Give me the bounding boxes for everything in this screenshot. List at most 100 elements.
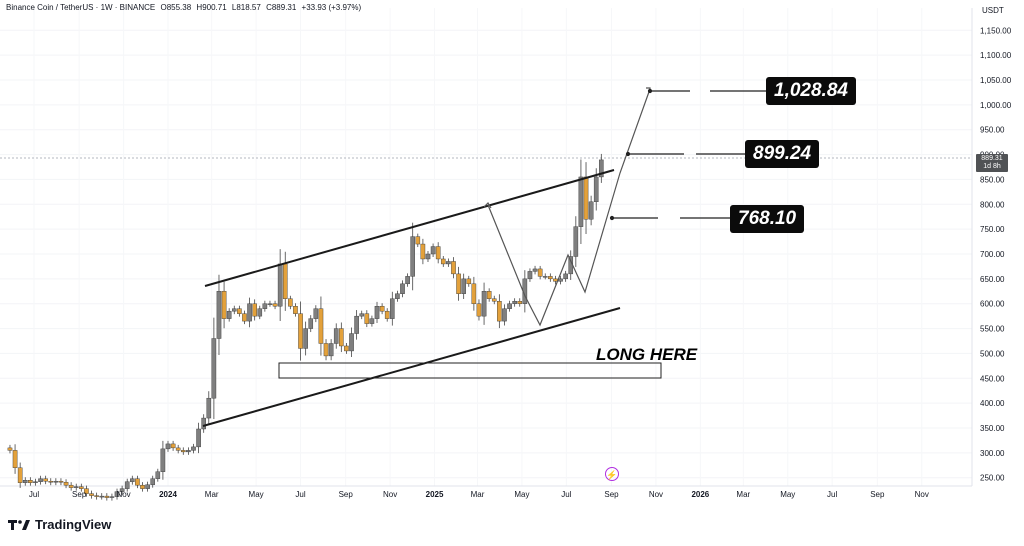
x-tick-label: May (249, 490, 264, 499)
candle-body (583, 176, 589, 220)
y-tick-label: 650.00 (980, 275, 1005, 284)
y-axis-unit[interactable]: USDT (982, 6, 1004, 15)
x-tick-label: Jul (561, 490, 571, 499)
candle-body (374, 305, 380, 319)
candle-body (349, 333, 354, 352)
candle-body (593, 176, 599, 203)
candle-body (542, 276, 548, 278)
candle-body (22, 479, 28, 483)
candle-body (456, 273, 461, 294)
y-tick-label: 800.00 (980, 200, 1005, 209)
candle-body (553, 278, 558, 282)
x-tick-label: Mar (736, 490, 750, 499)
candle-body (201, 417, 206, 430)
candle-body (84, 488, 89, 494)
ohlc-open: O855.38 (160, 3, 192, 12)
candle-body (491, 298, 497, 302)
x-tick-label: Jul (29, 490, 39, 499)
candle-body (384, 310, 390, 319)
candle-body (145, 484, 150, 489)
candle-body (63, 481, 69, 486)
candle-body (94, 495, 99, 497)
channel-upper-line (204, 169, 615, 287)
projection-path (483, 87, 651, 327)
candle-body (339, 328, 344, 347)
candle-body (486, 291, 492, 299)
target-dot-mid (625, 151, 631, 157)
candle-body (364, 313, 370, 324)
candle-body (257, 308, 263, 317)
candle-body (216, 291, 222, 339)
candle-body (196, 428, 201, 448)
candle-body (446, 261, 451, 265)
x-tick-label: Sep (604, 490, 619, 499)
candle-body (242, 313, 247, 322)
candle-body (231, 308, 237, 312)
candle-body (420, 243, 426, 260)
candle-body (282, 263, 288, 299)
candle-body (48, 480, 54, 483)
candle-body (328, 343, 334, 357)
last-price-value: 889.31 (981, 155, 1003, 162)
y-tick-label: 700.00 (980, 250, 1005, 259)
symbol-title[interactable]: Binance Coin / TetherUS · 1W · BINANCE (6, 3, 156, 12)
tradingview-brand[interactable]: TradingView (8, 517, 111, 532)
long-zone-box (278, 362, 662, 379)
ascending-channel (202, 169, 621, 427)
candle-body (33, 481, 38, 483)
candle-body (79, 486, 84, 489)
x-tick-label: Sep (339, 490, 354, 499)
target-label-high[interactable]: 1,028.84 (766, 77, 856, 105)
candle-body (160, 448, 166, 472)
x-tick-label: Mar (205, 490, 219, 499)
x-axis: Jul Sep Nov 2024 Mar May Jul Sep Nov 2025 Mar May Ju… (29, 490, 929, 499)
candle-body (247, 303, 252, 322)
x-tick-label: Mar (471, 490, 485, 499)
y-tick-label: 300.00 (980, 449, 1005, 458)
candle-body (369, 318, 375, 324)
x-tick-label: Jul (295, 490, 305, 499)
y-tick-label: 350.00 (980, 424, 1005, 433)
x-tick-label: 2024 (159, 490, 177, 499)
candle-body (38, 478, 43, 482)
x-tick-label: May (780, 490, 795, 499)
candle-body (318, 308, 324, 344)
x-tick-label: Nov (649, 490, 663, 499)
candle-body (109, 496, 115, 498)
candle-body (293, 305, 298, 314)
x-tick-label: Nov (383, 490, 397, 499)
candle-body (89, 493, 94, 496)
x-tick-label: Nov (116, 490, 130, 499)
candle-body (277, 263, 283, 307)
candle-body (272, 303, 278, 307)
y-tick-label: 500.00 (980, 349, 1005, 358)
long-here-label[interactable]: LONG HERE (596, 345, 698, 364)
candle-body (440, 258, 446, 265)
candle-body (298, 313, 303, 349)
lightning-icon[interactable]: ⚡ (605, 467, 619, 481)
candle-body (313, 308, 319, 319)
y-tick-label: 400.00 (980, 399, 1005, 408)
candle-body (73, 486, 79, 488)
candle-body (237, 308, 242, 314)
ohlc-low: L818.57 (231, 3, 261, 12)
target-label-mid[interactable]: 899.24 (745, 140, 820, 168)
last-price-label: 889.31 1d 8h (976, 154, 1008, 172)
candle-body (532, 268, 538, 272)
target-lines (609, 88, 766, 221)
candle-body (211, 338, 217, 399)
x-tick-label: Nov (915, 490, 929, 499)
brand-name: TradingView (35, 517, 112, 532)
y-tick-label: 1,100.00 (980, 51, 1012, 60)
candle-body (400, 283, 405, 294)
x-tick-label: Sep (72, 490, 87, 499)
candle-body (573, 226, 579, 257)
candle-body (53, 480, 59, 483)
candle-body (451, 261, 456, 275)
target-label-low[interactable]: 768.10 (730, 205, 805, 233)
candle-body (68, 484, 74, 488)
candle-body (191, 446, 196, 451)
y-tick-label: 1,000.00 (980, 101, 1012, 110)
target-dot-low (609, 215, 615, 221)
